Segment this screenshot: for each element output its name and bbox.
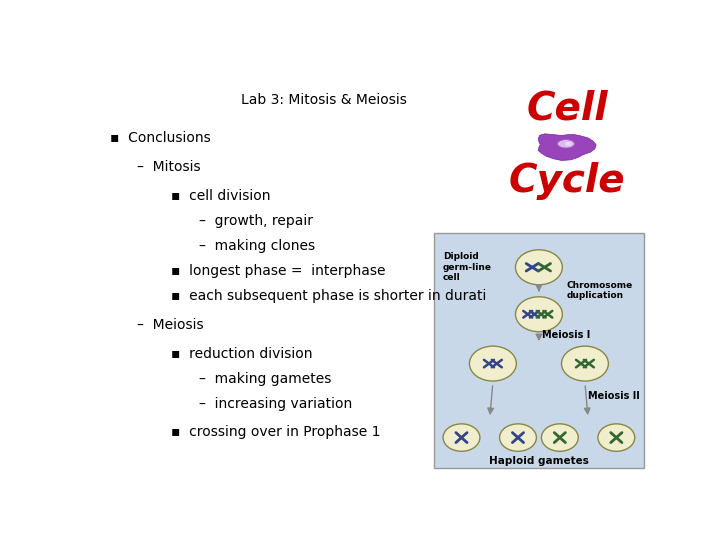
Text: ▪  Conclusions: ▪ Conclusions	[109, 131, 210, 145]
Text: Haploid gametes: Haploid gametes	[489, 456, 589, 465]
Polygon shape	[539, 134, 596, 160]
Circle shape	[443, 424, 480, 451]
Text: –  Mitosis: – Mitosis	[138, 160, 201, 174]
Ellipse shape	[557, 140, 575, 148]
Circle shape	[562, 346, 608, 381]
Ellipse shape	[565, 142, 572, 146]
Circle shape	[541, 424, 578, 451]
Text: ▪  each subsequent phase is shorter in durati: ▪ each subsequent phase is shorter in du…	[171, 288, 486, 302]
Text: Lab 3: Mitosis & Meiosis: Lab 3: Mitosis & Meiosis	[241, 93, 408, 107]
FancyBboxPatch shape	[434, 233, 644, 468]
Text: –  Meiosis: – Meiosis	[138, 318, 204, 332]
Text: ▪  longest phase =  interphase: ▪ longest phase = interphase	[171, 264, 385, 278]
Text: –  making clones: – making clones	[199, 239, 315, 253]
Text: –  making gametes: – making gametes	[199, 372, 331, 386]
Text: –  increasing variation: – increasing variation	[199, 397, 352, 411]
Circle shape	[516, 250, 562, 285]
Circle shape	[516, 297, 562, 332]
Text: ▪  reduction division: ▪ reduction division	[171, 347, 312, 361]
Text: –  growth, repair: – growth, repair	[199, 214, 312, 228]
Text: Diploid
germ-line
cell: Diploid germ-line cell	[443, 252, 492, 282]
Text: Cell: Cell	[526, 90, 608, 127]
Text: Meiosis II: Meiosis II	[588, 392, 639, 401]
Text: ▪  crossing over in Prophase 1: ▪ crossing over in Prophase 1	[171, 424, 380, 438]
Text: ▪  cell division: ▪ cell division	[171, 189, 271, 203]
Circle shape	[598, 424, 635, 451]
Text: Chromosome
duplication: Chromosome duplication	[567, 281, 633, 300]
Circle shape	[500, 424, 536, 451]
Text: Cycle: Cycle	[509, 162, 626, 200]
Text: Meiosis I: Meiosis I	[541, 330, 590, 340]
Circle shape	[469, 346, 516, 381]
